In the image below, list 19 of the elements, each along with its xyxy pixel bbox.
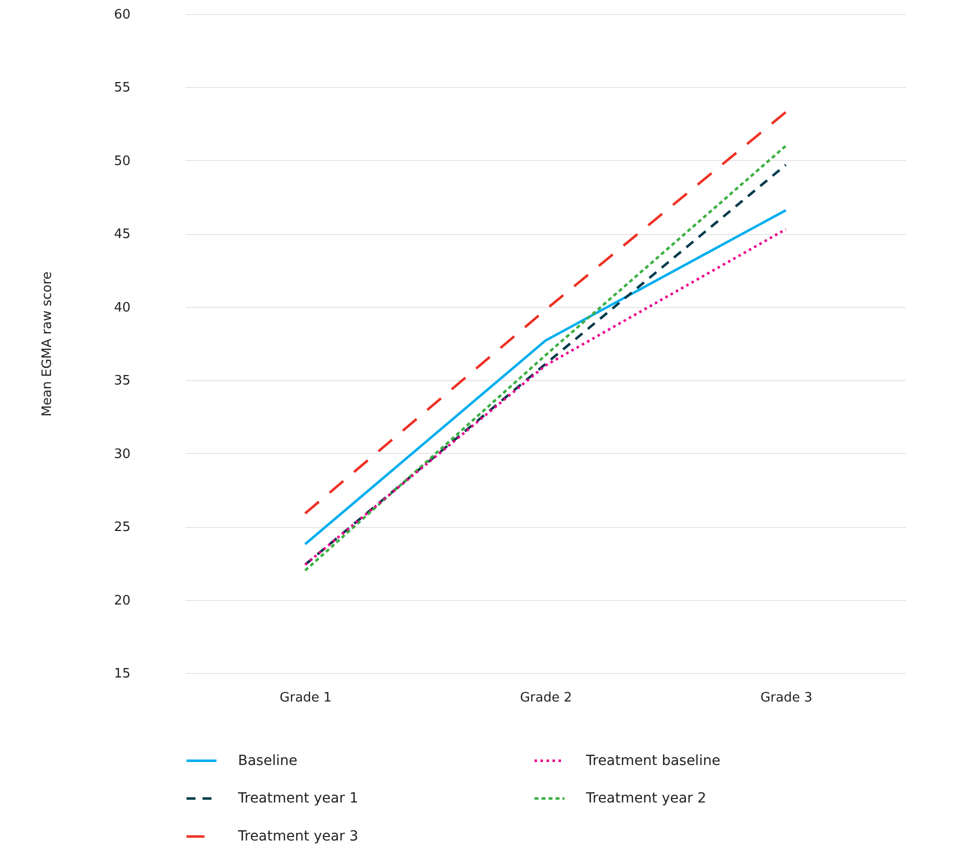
y-tick-label: 55 bbox=[114, 80, 130, 96]
legend-label: Treatment baseline bbox=[585, 752, 720, 769]
x-tick-label: Grade 3 bbox=[760, 690, 812, 706]
x-tick-label: Grade 1 bbox=[280, 690, 332, 706]
legend-label: Baseline bbox=[238, 752, 298, 769]
legend-label: Treatment year 1 bbox=[237, 790, 358, 806]
legend-label: Treatment year 2 bbox=[585, 790, 706, 806]
y-axis-title: Mean EGMA raw score bbox=[40, 271, 55, 417]
y-tick-label: 30 bbox=[114, 446, 130, 462]
y-tick-label: 15 bbox=[114, 666, 130, 682]
y-tick-label: 20 bbox=[114, 593, 130, 608]
x-tick-label: Grade 2 bbox=[520, 690, 572, 706]
y-tick-label: 35 bbox=[114, 374, 130, 389]
y-tick-label: 50 bbox=[114, 154, 130, 169]
y-tick-label: 25 bbox=[114, 520, 130, 536]
legend-label: Treatment year 3 bbox=[237, 828, 358, 844]
y-tick-label: 40 bbox=[114, 300, 130, 316]
y-tick-label: 45 bbox=[114, 227, 130, 242]
y-tick-label: 60 bbox=[114, 8, 130, 22]
